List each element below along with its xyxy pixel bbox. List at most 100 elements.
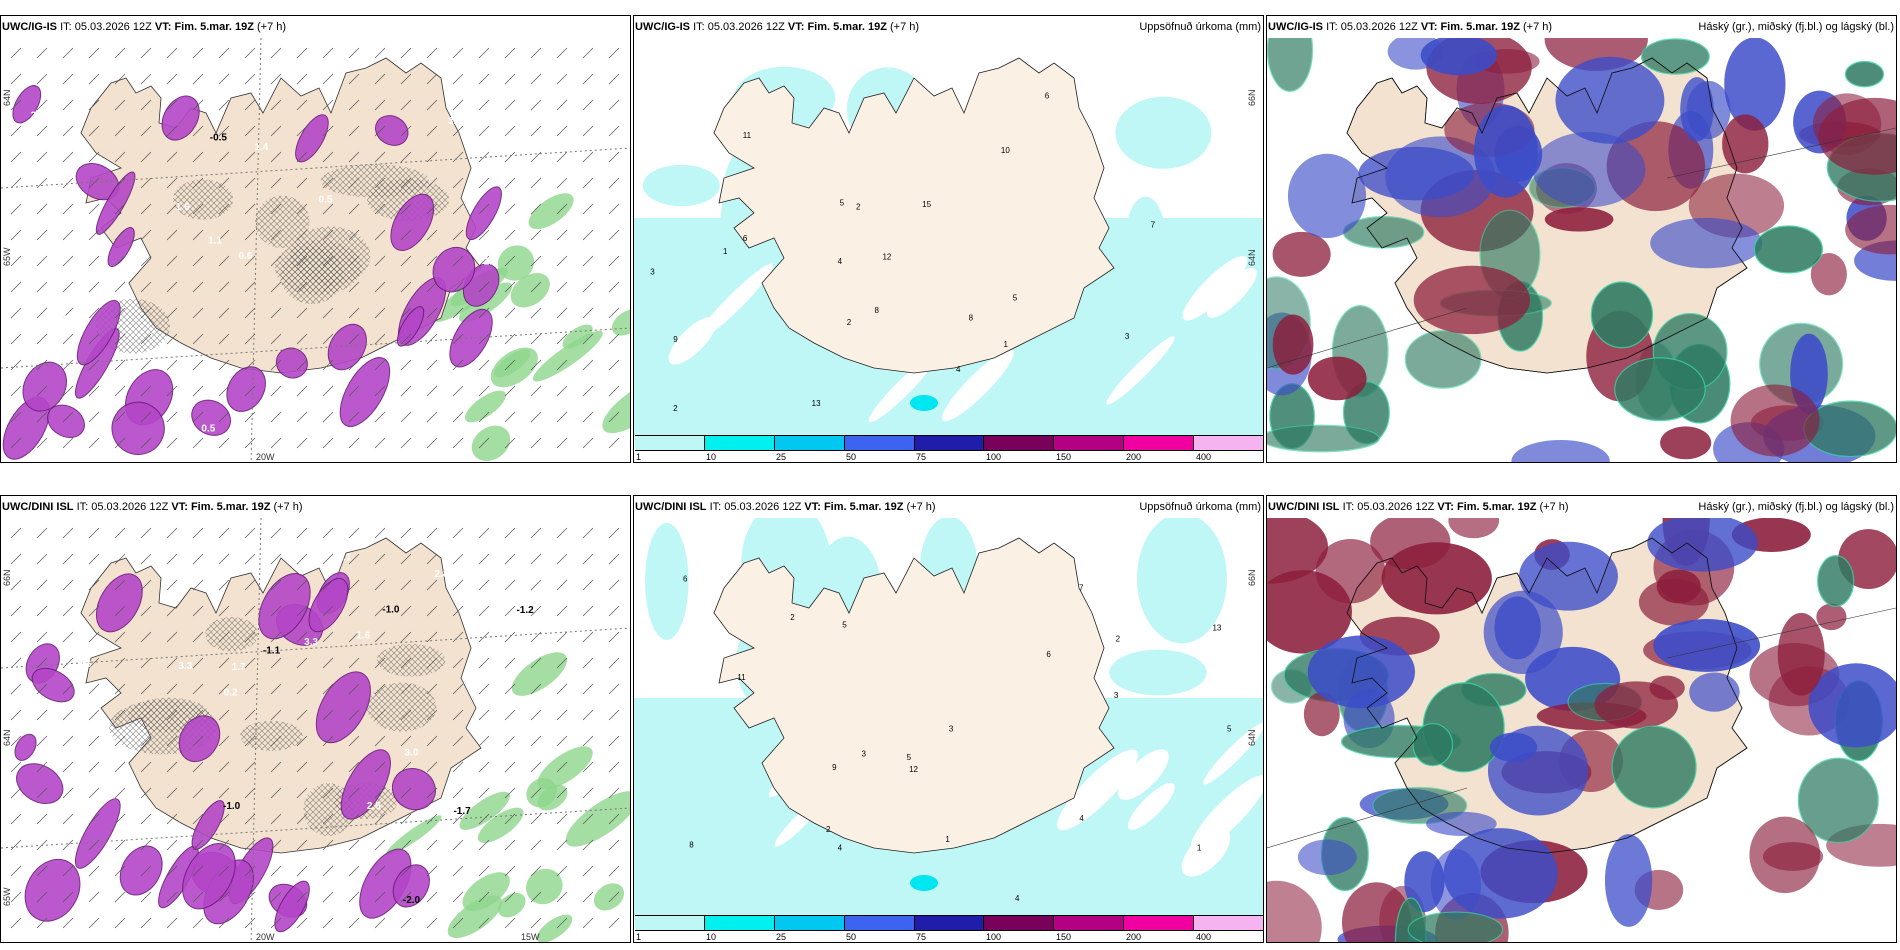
wind-barb (478, 553, 490, 565)
wind-barb (452, 865, 464, 877)
wind-barb (166, 203, 178, 215)
wind-barb (348, 657, 360, 669)
precip-area-green (537, 746, 593, 790)
wind-barb (452, 47, 464, 59)
wind-barb (452, 527, 464, 539)
precip-area-green (611, 309, 630, 336)
wind-barb (88, 333, 100, 345)
wind-barb (400, 47, 412, 59)
wind-barb (322, 839, 334, 851)
precip-value: 11 (737, 673, 746, 682)
wind-barb (10, 307, 22, 319)
wind-barb (452, 125, 464, 137)
wind-barb (426, 553, 438, 565)
cloud-area (1489, 732, 1538, 763)
wind-barb (348, 605, 360, 617)
precip-value: 2 (1116, 635, 1121, 644)
cloud-area (1653, 619, 1761, 672)
wind-barb (62, 657, 74, 669)
wind-barb (556, 99, 568, 111)
wind-barb (556, 683, 568, 695)
wind-barb (140, 385, 152, 397)
wind-barb (166, 229, 178, 241)
wind-barb (608, 385, 620, 397)
iceland-land (713, 537, 1115, 854)
wind-barb (400, 203, 412, 215)
wind-barb (504, 683, 516, 695)
temp-value: 1.1 (208, 236, 222, 247)
wind-barb (582, 125, 594, 137)
wind-barb (426, 605, 438, 617)
wind-barb (400, 839, 412, 851)
wind-barb (270, 839, 282, 851)
wind-barb (140, 125, 152, 137)
wind-barb (582, 865, 594, 877)
wind-barb (322, 255, 334, 267)
temp-value: -1.2 (516, 605, 534, 616)
wind-barb (10, 579, 22, 591)
precip-area-green (464, 390, 506, 423)
wind-barb (296, 385, 308, 397)
cloud-area (1845, 204, 1896, 255)
graticule-line (1, 147, 630, 189)
wind-barb (400, 787, 412, 799)
freezing-hatch (205, 616, 258, 652)
cloud-area (1817, 555, 1855, 607)
wind-barb (62, 177, 74, 189)
precip-area-green (602, 379, 630, 434)
wind-barb (530, 891, 542, 903)
wind-barb (36, 735, 48, 747)
wind-barb (88, 657, 100, 669)
wind-barb (556, 865, 568, 877)
wind-barb (608, 579, 620, 591)
graticule-line (1267, 787, 1468, 849)
wind-barb (114, 73, 126, 85)
wind-barb (374, 891, 386, 903)
wind-barb (426, 787, 438, 799)
wind-barb (10, 761, 22, 773)
wind-barb (88, 73, 100, 85)
wind-barb (36, 631, 48, 643)
wind-barb (140, 255, 152, 267)
wind-barb (400, 411, 412, 423)
precip-area-magenta (161, 95, 200, 141)
longitude-label: 20W (256, 932, 275, 942)
wind-barb (62, 99, 74, 111)
wind-barb (348, 177, 360, 189)
wind-barb (452, 437, 464, 449)
wind-barb (426, 385, 438, 397)
wind-barb (608, 437, 620, 449)
wind-barb (36, 787, 48, 799)
wind-barb (348, 333, 360, 345)
wind-barb (582, 917, 594, 929)
wind-barb (114, 385, 126, 397)
wind-barb (88, 229, 100, 241)
colorbar-swatch (844, 436, 915, 450)
wind-barb (452, 891, 464, 903)
graticule-line (250, 518, 262, 942)
temp-value: 0.5 (319, 194, 333, 205)
precip-area-magenta (274, 880, 310, 933)
wind-barb (530, 437, 542, 449)
wind-barb (400, 761, 412, 773)
wind-barb (62, 281, 74, 293)
wind-barb (192, 359, 204, 371)
colorbar-label: 100 (986, 932, 1002, 942)
wind-barb (166, 787, 178, 799)
wind-barb (218, 281, 230, 293)
wind-barb (348, 709, 360, 721)
cloud-area (1267, 518, 1328, 584)
freezing-hatch (274, 240, 362, 295)
wind-barb (140, 865, 152, 877)
temp-value: 3.3 (178, 661, 192, 672)
wind-barb (322, 307, 334, 319)
wind-barb (504, 657, 516, 669)
wind-barb (192, 385, 204, 397)
wind-barb (88, 631, 100, 643)
wind-barb (582, 579, 594, 591)
wind-barb (88, 553, 100, 565)
precip-area-magenta (375, 115, 409, 146)
wind-barb (478, 411, 490, 423)
wind-barb (322, 203, 334, 215)
it-label: IT: (1326, 21, 1338, 33)
